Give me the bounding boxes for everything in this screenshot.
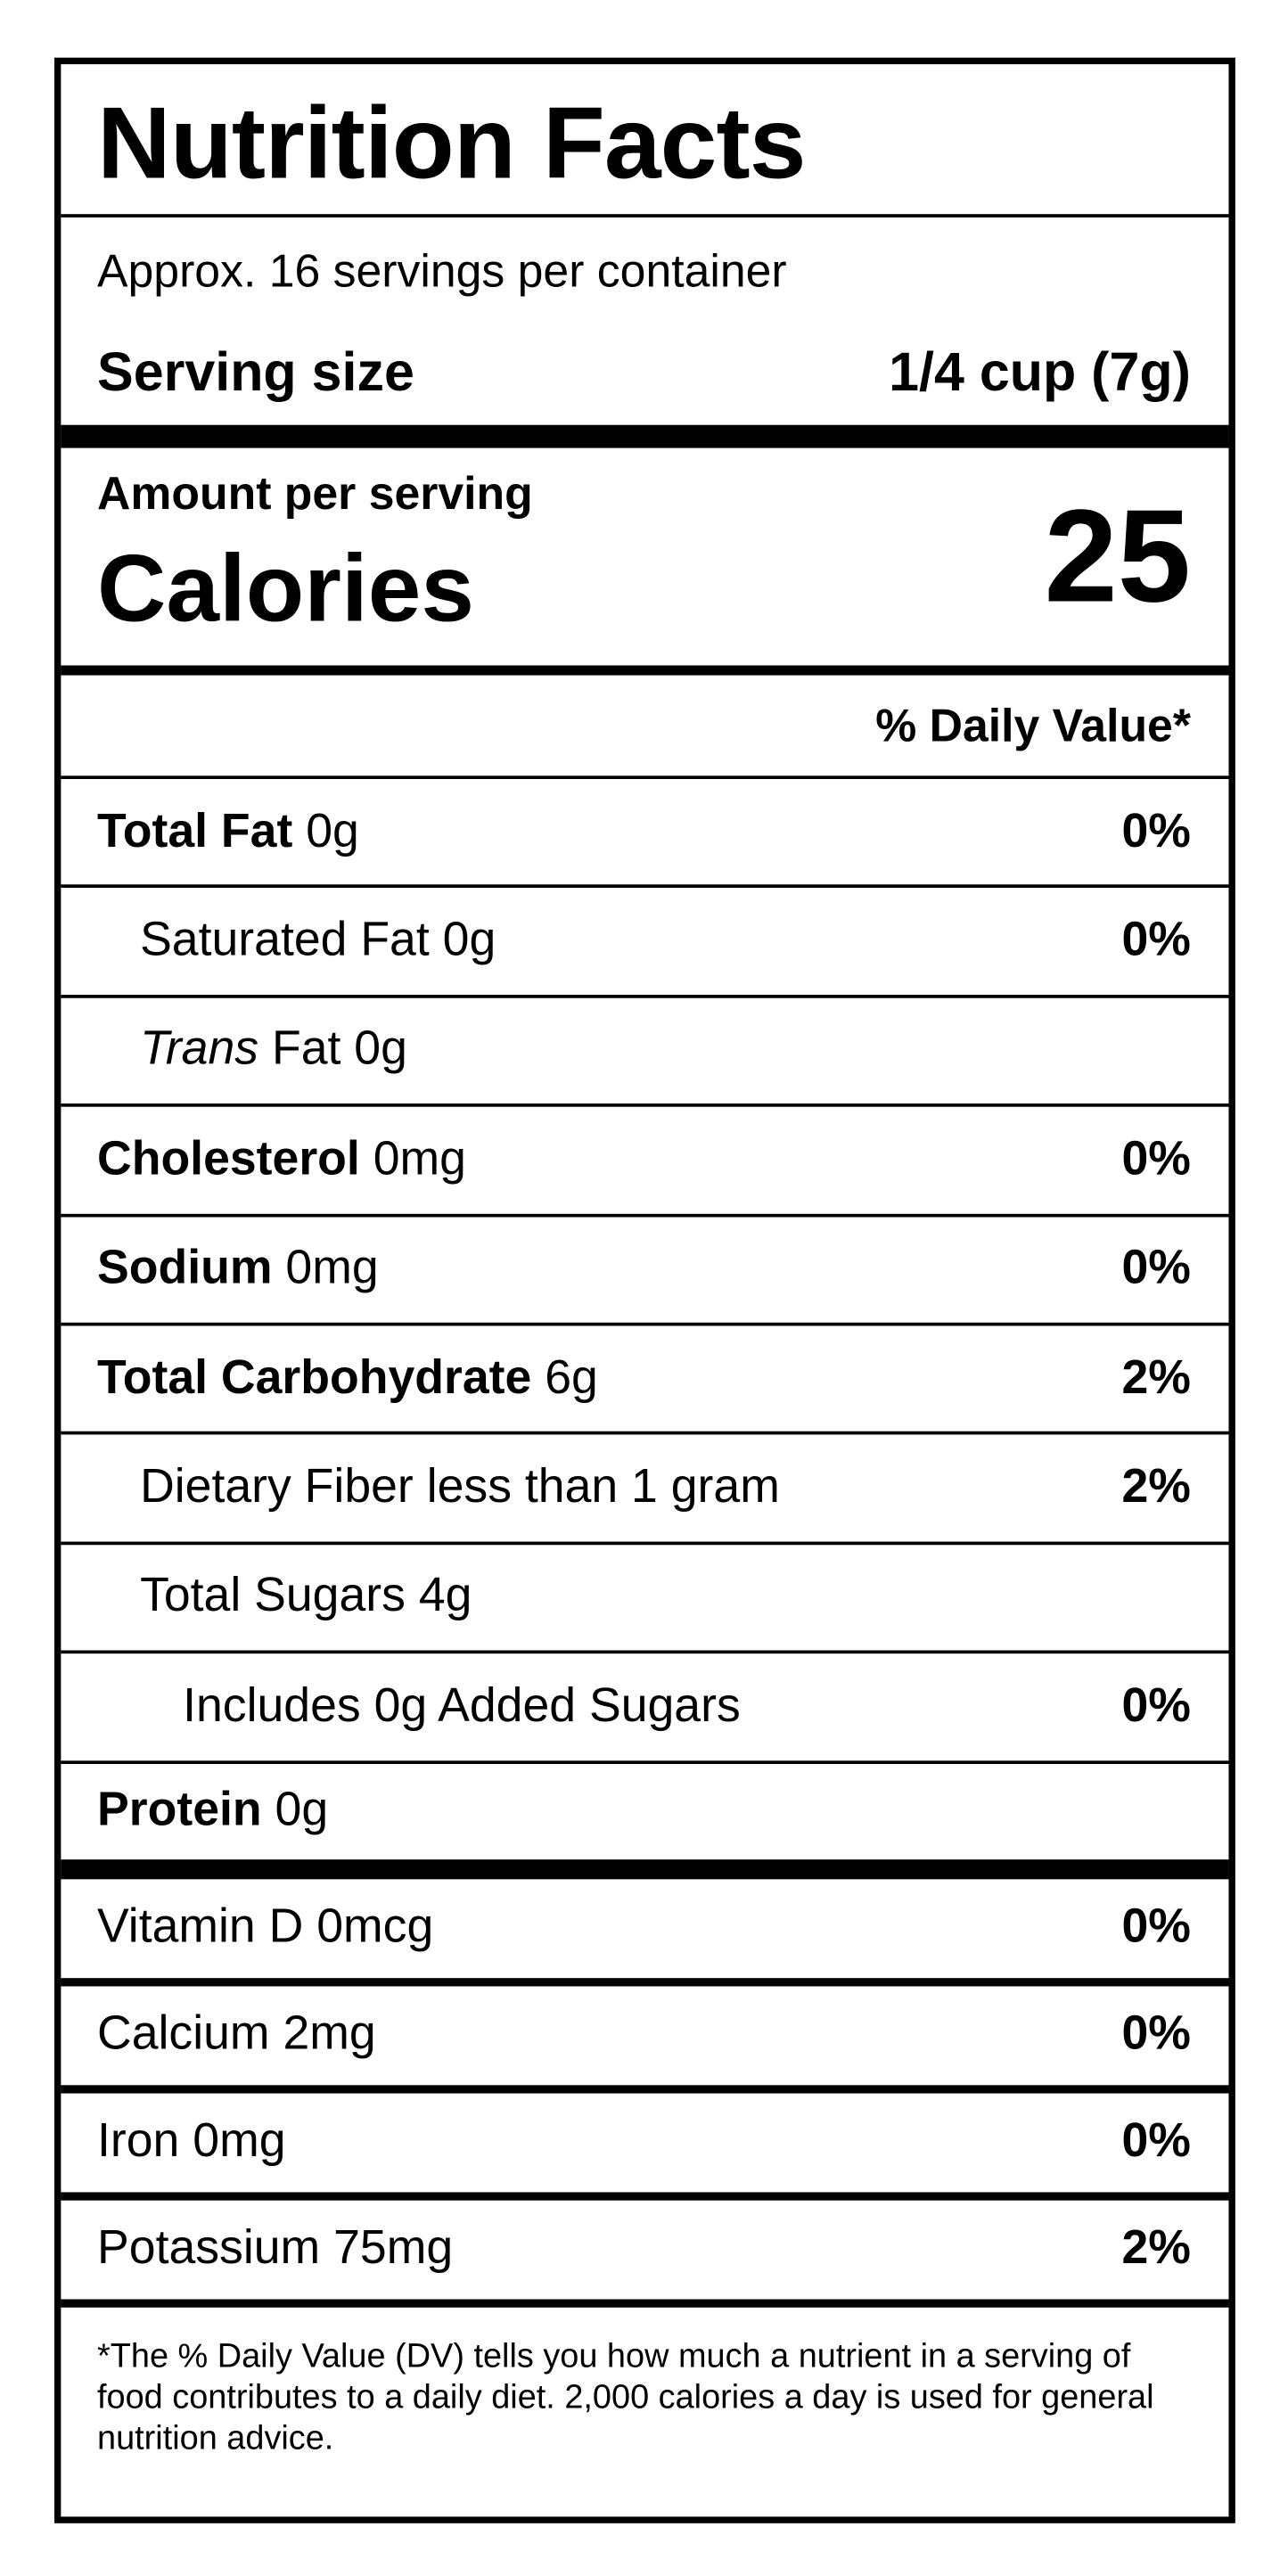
nutrient-row: Sodium 0mg 0% xyxy=(61,1217,1229,1326)
nutrient-name: Saturated Fat xyxy=(140,914,430,967)
nutrient-name: Protein xyxy=(97,1784,262,1837)
vitamin-dv: 0% xyxy=(1121,2007,1191,2061)
calories-value: 25 xyxy=(1044,482,1191,629)
serving-size-value: 1/4 cup (7g) xyxy=(889,340,1191,402)
nutrient-row: Trans Fat 0g xyxy=(61,997,1229,1108)
nutrient-amount: 0g xyxy=(442,914,496,967)
nutrient-amount: 4g xyxy=(418,1570,472,1623)
vitamin-text: Calcium 2mg xyxy=(97,2007,376,2062)
nutrient-text: Total Fat 0g xyxy=(97,805,359,859)
nutrient-amount: 0mg xyxy=(285,1242,379,1295)
vitamin-name: Iron xyxy=(97,2114,180,2168)
nutrient-name: Fat xyxy=(271,1023,341,1077)
nutrient-name: Total Sugars xyxy=(140,1570,406,1623)
nutrient-row: Total Sugars 4g xyxy=(61,1545,1229,1654)
nutrient-dv: 0% xyxy=(1121,914,1191,967)
nutrient-amount: 0mg xyxy=(373,1133,466,1186)
nutrient-name-italic: Trans xyxy=(140,1023,259,1077)
nutrition-label: Nutrition Facts Approx. 16 servings per … xyxy=(53,57,1235,2523)
nutrient-amount: 0g xyxy=(354,1023,407,1077)
nutrient-text: Trans Fat 0g xyxy=(140,1023,407,1078)
nutrient-text: Sodium 0mg xyxy=(97,1243,379,1297)
dv-header: % Daily Value* xyxy=(61,676,1229,780)
nutrient-amount: 6g xyxy=(545,1351,598,1405)
vitamin-dv: 0% xyxy=(1121,1900,1191,1954)
serving-size-label: Serving size xyxy=(97,340,414,402)
nutrient-text: Total Carbohydrate 6g xyxy=(97,1351,598,1406)
vitamin-name: Vitamin D xyxy=(97,1900,304,1954)
vitamin-row: Vitamin D 0mcg 0% xyxy=(61,1878,1229,1986)
footnote: *The % Daily Value (DV) tells you how mu… xyxy=(97,2336,1154,2457)
calories-label: Calories xyxy=(97,535,474,643)
nutrient-row: Total Fat 0g 0% xyxy=(61,779,1229,889)
nutrient-row: Saturated Fat 0g 0% xyxy=(61,889,1229,998)
nutrient-text: Protein 0g xyxy=(97,1784,328,1838)
nutrient-text: Includes 0g Added Sugars xyxy=(183,1679,741,1734)
vitamin-name: Potassium xyxy=(97,2221,321,2275)
nutrient-amount: 0g xyxy=(275,1784,329,1837)
vitamin-text: Vitamin D 0mcg xyxy=(97,1900,433,1955)
calories-block: Amount per serving Calories 25 xyxy=(61,448,1229,676)
vitamin-dv: 0% xyxy=(1121,2114,1191,2168)
nutrient-name: Dietary Fiber xyxy=(140,1461,414,1514)
nutrient-dv: 0% xyxy=(1121,804,1191,858)
nutrient-name: Sodium xyxy=(97,1242,273,1295)
vitamins: Vitamin D 0mcg 0% Calcium 2mg 0% Iron 0mg 0% P… xyxy=(61,1878,1229,2307)
vitamin-text: Iron 0mg xyxy=(97,2115,286,2170)
nutrient-text: Cholesterol 0mg xyxy=(97,1133,466,1187)
title: Nutrition Facts xyxy=(61,64,1229,217)
vitamin-amount: 75mg xyxy=(333,2221,454,2275)
nutrient-amount: less than 1 gram xyxy=(426,1461,780,1514)
amount-per-serving: Amount per serving xyxy=(97,467,533,520)
nutrient-dv: 0% xyxy=(1121,1133,1191,1186)
vitamin-row: Potassium 75mg 2% xyxy=(61,2200,1229,2307)
nutrient-text: Dietary Fiber less than 1 gram xyxy=(140,1461,780,1515)
nutrient-row: Includes 0g Added Sugars 0% xyxy=(61,1653,1229,1764)
nutrient-row: Protein 0g xyxy=(61,1763,1229,1879)
vitamin-row: Calcium 2mg 0% xyxy=(61,1986,1229,2093)
nutrients: Total Fat 0g 0% Saturated Fat 0g 0% Trans Fa… xyxy=(61,779,1229,1879)
nutrient-row: Total Carbohydrate 6g 2% xyxy=(61,1325,1229,1436)
nutrient-dv: 0% xyxy=(1121,1679,1191,1733)
servings: Approx. 16 servings per container xyxy=(97,245,787,297)
serving-size: Serving size 1/4 cup (7g) xyxy=(61,319,1229,448)
vitamin-text: Potassium 75mg xyxy=(97,2222,453,2277)
nutrient-row: Dietary Fiber less than 1 gram 2% xyxy=(61,1435,1229,1545)
vitamin-dv: 2% xyxy=(1121,2221,1191,2275)
vitamin-amount: 2mg xyxy=(283,2007,376,2061)
vitamin-amount: 0mcg xyxy=(316,1900,434,1954)
nutrient-dv: 2% xyxy=(1121,1461,1191,1514)
nutrient-name: Total Fat xyxy=(97,804,293,858)
nutrient-name: Cholesterol xyxy=(97,1133,360,1186)
vitamin-amount: 0mg xyxy=(193,2114,286,2168)
vitamin-row: Iron 0mg 0% xyxy=(61,2093,1229,2200)
nutrient-row: Cholesterol 0mg 0% xyxy=(61,1107,1229,1217)
nutrient-amount: 0g xyxy=(306,804,359,858)
nutrient-name: Total Carbohydrate xyxy=(97,1351,532,1405)
nutrient-dv: 0% xyxy=(1121,1242,1191,1295)
nutrient-dv: 2% xyxy=(1121,1351,1191,1405)
nutrient-text: Total Sugars 4g xyxy=(140,1571,472,1625)
nutrient-text: Saturated Fat 0g xyxy=(140,915,496,969)
vitamin-name: Calcium xyxy=(97,2007,270,2061)
nutrient-name: Includes 0g Added Sugars xyxy=(183,1679,741,1733)
